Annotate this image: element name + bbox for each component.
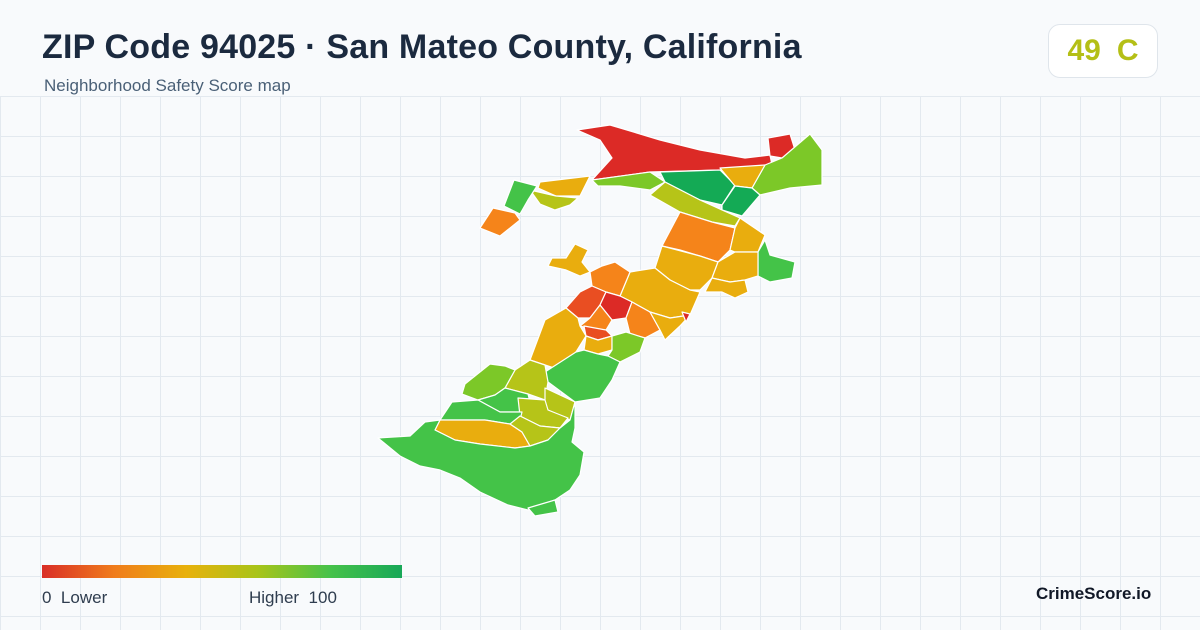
legend-low-label: 0 Lower [42,588,107,608]
map-region[interactable] [721,185,761,217]
legend-lower-text: Lower [60,588,108,607]
map-region[interactable] [649,311,691,341]
map-region[interactable] [503,179,538,215]
map-region[interactable] [547,243,591,277]
legend-gradient-bar [42,565,402,578]
map-region[interactable] [607,331,646,363]
map-region[interactable] [377,401,585,511]
map-region[interactable] [757,239,796,283]
legend-max-value: 100 [308,588,337,607]
map-region[interactable] [681,311,691,323]
map-region[interactable] [529,189,579,211]
legend-min-value: 0 [42,588,52,607]
legend-higher-text: Higher [249,588,300,607]
score-grade: C [1116,34,1139,67]
legend-high-label: Higher 100 [249,588,337,608]
header-band [0,0,1200,96]
score-value: 49 [1067,34,1101,67]
safety-score-badge: 49 C [1048,24,1158,78]
map-region[interactable] [537,175,591,197]
map-region[interactable] [649,181,741,227]
brand-logo-text[interactable]: CrimeScore.io [1036,584,1152,603]
map-region[interactable] [527,499,559,517]
map-region[interactable] [704,277,749,299]
map-region[interactable] [479,207,521,237]
map-region[interactable] [591,171,666,191]
page-subtitle: Neighborhood Safety Score map [44,76,291,95]
page-title: ZIP Code 94025 · San Mateo County, Calif… [42,28,802,66]
